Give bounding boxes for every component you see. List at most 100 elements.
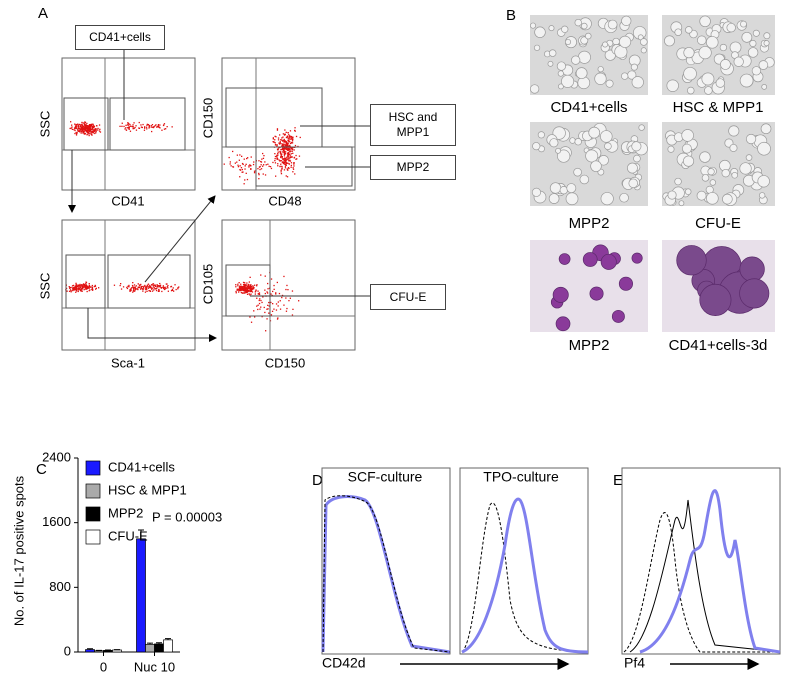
x-tick-label: Nuc 10 — [134, 659, 175, 674]
cell — [590, 160, 602, 172]
cell — [621, 15, 632, 27]
cell — [682, 155, 695, 167]
event-dot — [280, 169, 282, 171]
event-dot — [91, 287, 93, 290]
event-dot — [133, 290, 135, 292]
event-dot — [287, 145, 289, 147]
event-dot — [283, 143, 285, 145]
cell — [552, 286, 569, 303]
x-axis-label: CD150 — [265, 355, 305, 370]
event-dot — [238, 289, 240, 291]
event-dot — [65, 287, 68, 290]
event-dot — [283, 148, 286, 150]
event-dot — [249, 290, 252, 293]
event-dot — [288, 153, 290, 155]
bar — [85, 649, 95, 653]
event-dot — [260, 274, 262, 276]
event-dot — [81, 127, 83, 129]
event-dot — [251, 287, 253, 290]
event-dot — [268, 305, 270, 307]
cell — [739, 278, 770, 309]
event-dot — [289, 138, 291, 140]
event-dot — [134, 287, 137, 289]
event-dot — [152, 283, 155, 285]
image-caption: CFU-E — [695, 215, 741, 232]
cell — [638, 124, 645, 131]
event-dot — [276, 129, 279, 131]
event-dot — [159, 124, 161, 126]
event-dot — [286, 148, 288, 151]
cell — [726, 22, 736, 33]
event-dot — [256, 285, 258, 287]
event-dot — [126, 287, 129, 290]
event-dot — [89, 126, 91, 128]
cell — [631, 76, 644, 89]
event-dot — [288, 140, 290, 142]
event-dot — [251, 291, 254, 293]
y-axis-label: CD105 — [200, 264, 215, 304]
legend-swatch — [85, 460, 101, 476]
event-dot — [82, 130, 84, 132]
event-dot — [283, 158, 285, 160]
cell — [733, 56, 744, 67]
cell — [739, 73, 754, 88]
event-dot — [144, 126, 146, 128]
event-dot — [242, 281, 245, 284]
event-dot — [289, 150, 292, 152]
event-dot — [246, 288, 249, 290]
cell — [612, 37, 620, 46]
event-dot — [244, 165, 246, 167]
event-dot — [141, 285, 143, 288]
cell — [598, 154, 609, 166]
event-dot — [167, 287, 169, 289]
event-dot — [95, 288, 97, 290]
cell — [697, 35, 707, 45]
cell — [749, 39, 757, 47]
event-dot — [140, 126, 143, 128]
flow-plot — [221, 219, 356, 351]
event-dot — [286, 145, 288, 148]
event-dot — [163, 123, 166, 125]
event-dot — [240, 289, 242, 291]
event-dot — [298, 300, 300, 302]
event-dot — [75, 127, 77, 130]
event-dot — [259, 168, 261, 171]
cell — [763, 32, 771, 40]
cell — [698, 46, 712, 60]
event-dot — [277, 165, 279, 167]
event-dot — [75, 289, 78, 291]
event-dot — [273, 308, 275, 310]
event-dot — [276, 155, 278, 157]
event-dot — [261, 158, 263, 160]
event-dot — [293, 165, 295, 167]
event-dot — [77, 127, 80, 130]
event-dot — [157, 285, 159, 287]
event-dot — [257, 304, 259, 306]
event-dot — [240, 285, 242, 287]
event-dot — [92, 125, 94, 127]
event-dot — [289, 154, 291, 156]
event-dot — [159, 127, 161, 129]
event-dot — [292, 171, 294, 173]
event-dot — [160, 287, 162, 289]
cell — [699, 283, 732, 316]
event-dot — [259, 166, 261, 168]
event-dot — [92, 289, 94, 291]
event-dot — [264, 292, 266, 295]
event-dot — [239, 169, 241, 171]
event-dot — [285, 141, 287, 143]
event-dot — [251, 288, 253, 291]
event-dot — [250, 288, 252, 290]
cell — [532, 142, 541, 151]
event-dot — [84, 124, 87, 126]
event-dot — [86, 131, 89, 134]
event-dot — [132, 285, 134, 287]
event-dot — [275, 309, 278, 311]
event-dot — [155, 124, 157, 126]
event-dot — [99, 128, 101, 130]
event-dot — [129, 289, 131, 291]
event-dot — [76, 124, 78, 126]
event-dot — [288, 145, 290, 147]
event-dot — [237, 289, 239, 291]
event-dot — [278, 159, 280, 161]
